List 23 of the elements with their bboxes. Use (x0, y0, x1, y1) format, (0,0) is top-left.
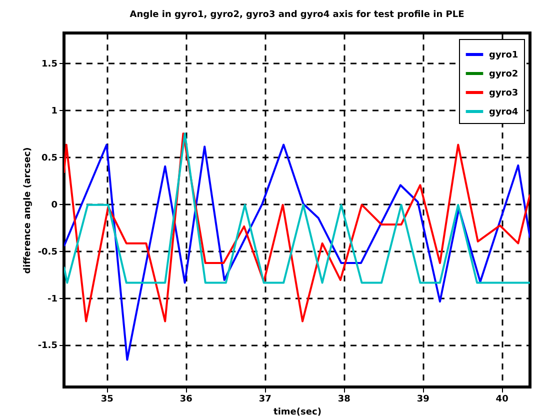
x-tick-label: 39 (416, 394, 430, 404)
x-tick-label: 35 (100, 394, 114, 404)
x-tick-label: 37 (258, 394, 272, 404)
y-tick-label: -1.5 (38, 341, 58, 352)
x-tick-label: 40 (496, 394, 508, 404)
x-tick-label: 36 (180, 394, 192, 404)
legend-label: gyro2 (489, 70, 518, 80)
line-series (64, 132, 530, 322)
y-tick-label: 1.5 (42, 60, 58, 70)
x-tick-label: 38 (338, 394, 350, 404)
y-axis-title: difference angle (arcsec) (22, 147, 33, 274)
y-tick-label: 1 (51, 106, 58, 116)
y-tick-label: -1 (48, 294, 58, 304)
x-axis-title: time(sec) (274, 408, 322, 418)
line-series (64, 132, 530, 284)
y-tick-label: -0.5 (38, 247, 58, 258)
line-series (64, 144, 530, 361)
y-tick-label: 0 (51, 200, 58, 210)
chart-title: Angle in gyro1, gyro2, gyro3 and gyro4 axis for test profile in PLE (130, 10, 464, 20)
legend-label: gyro3 (489, 88, 518, 98)
legend-label: gyro1 (489, 50, 518, 60)
y-tick-label: 0.5 (42, 153, 58, 164)
legend-label: gyro4 (489, 108, 518, 118)
